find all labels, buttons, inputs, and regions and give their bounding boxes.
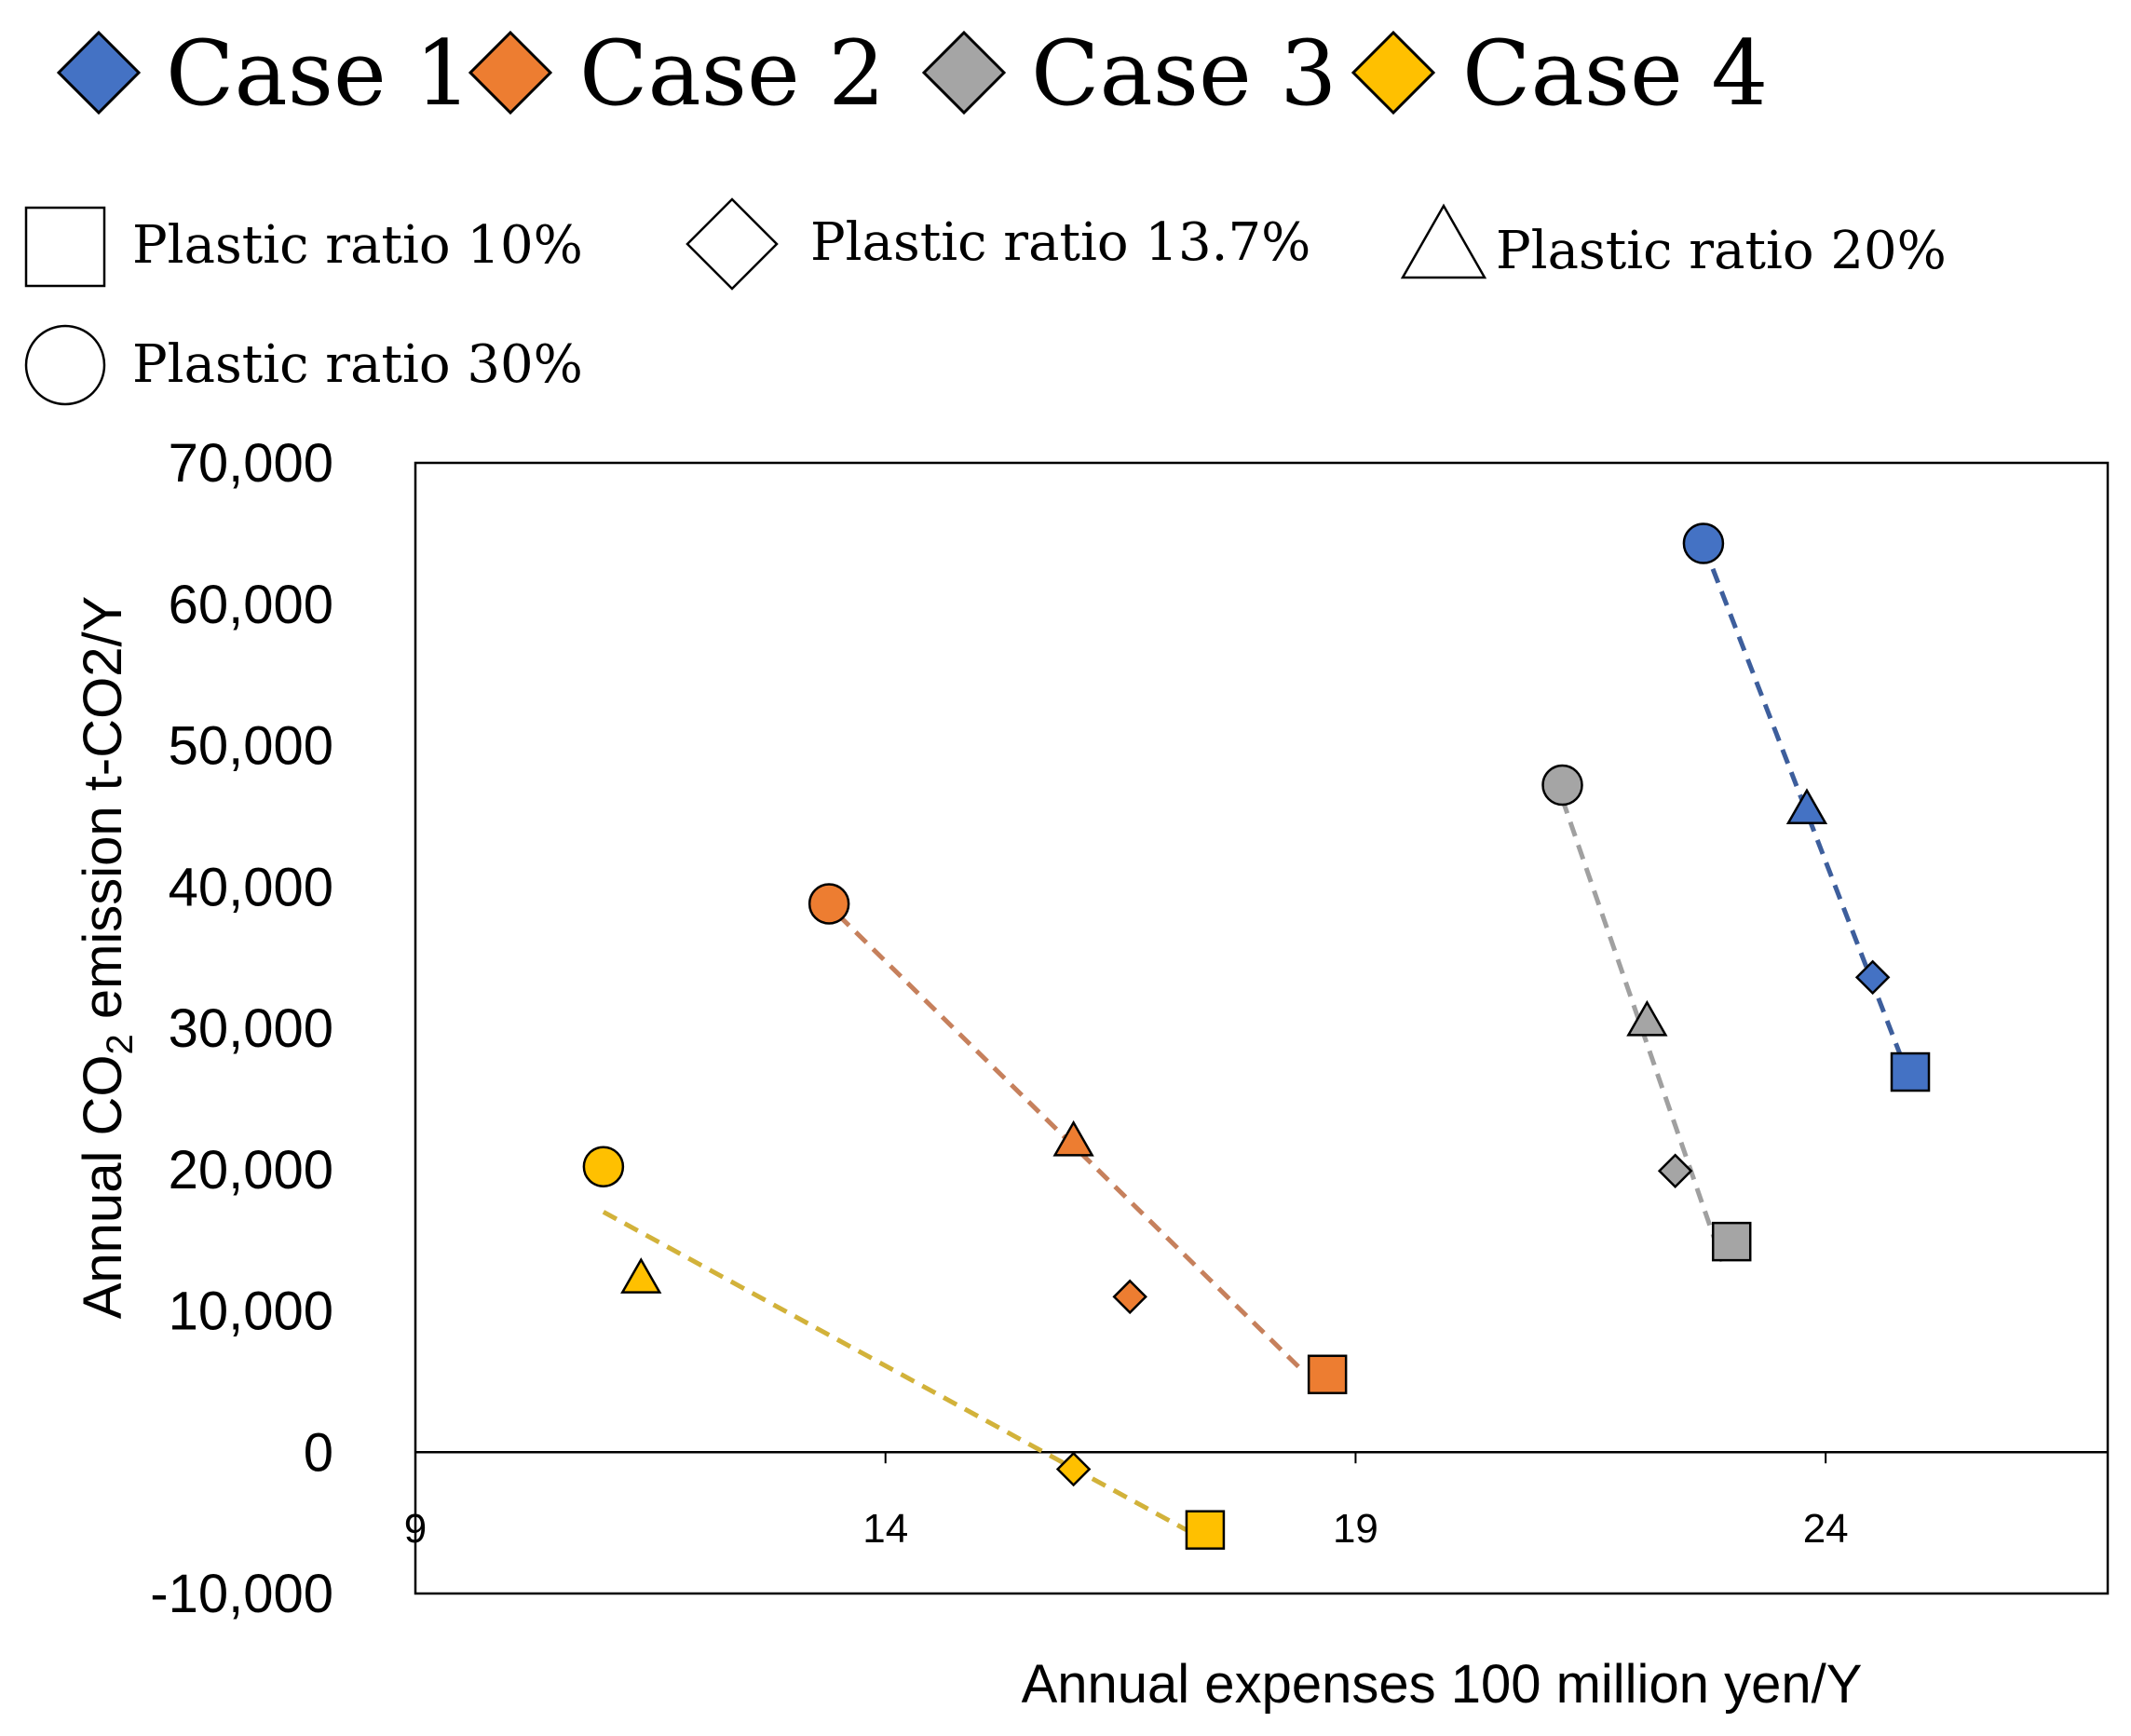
marker-case-1-square [1890,1051,1931,1092]
legend-ratio-marker [24,206,106,288]
legend-ratio-label: Plastic ratio 30% [132,334,583,395]
marker-case-3-diamond [1657,1153,1693,1189]
marker-case-3-square [1711,1221,1752,1262]
x-tick-label: 9 [404,1506,427,1552]
marker-case-4-diamond [1055,1451,1092,1487]
marker-case-2-circle [808,883,850,925]
y-tick-label: 30,000 [169,998,333,1059]
marker-case-1-triangle [1785,788,1828,825]
y-tick-label: -10,000 [150,1564,333,1624]
x-tick-label: 19 [1333,1506,1378,1552]
y-tick-label: 60,000 [169,575,333,635]
legend-ratio-marker [685,197,779,291]
y-axis-ticks: 70,000 60,000 50,000 40,000 30,000 20,000 10,0… [150,433,333,1624]
marker-case-2-triangle [1052,1119,1094,1157]
legend-ratio-label: Plastic ratio 10% [132,215,583,276]
legend-ratio-label: Plastic ratio 20% [1496,221,1947,281]
y-axis-title: Annual CO2 emission t-CO2/Y [73,596,141,1320]
x-axis-title: Annual expenses 100 million yen/Y [1022,1654,1863,1715]
plot-area [414,461,2110,1595]
legend-case-label: Case 1 [166,21,471,126]
legend-ratio-label: Plastic ratio 13.7% [810,212,1310,273]
y-tick-label: 50,000 [169,716,333,777]
y-axis-title-prefix: Annual CO [73,1055,133,1320]
legend-case-marker [1351,30,1436,115]
marker-case-4-circle [582,1146,625,1187]
marker-case-4-triangle [620,1257,662,1294]
y-axis-title-suffix: emission t-CO2/Y [73,596,133,1035]
legend-cases: Case 1 Case 2 Case 3 Case 4 [56,21,1768,126]
marker-case-1-circle [1682,522,1725,564]
marker-case-2-diamond [1112,1279,1147,1315]
legend-case-marker [56,30,142,115]
legend-case-marker [468,30,553,115]
marker-case-3-circle [1541,764,1583,807]
marker-case-2-square [1307,1354,1348,1395]
x-tick-label: 14 [862,1506,908,1552]
trendline-case-1 [1710,567,1904,1058]
x-tick-label: 24 [1803,1506,1849,1552]
trendline-case-4 [602,1210,1188,1532]
marker-case-4-square [1185,1510,1226,1550]
y-axis-title-subscript: 2 [100,1034,141,1054]
y-tick-label: 40,000 [169,857,333,917]
legend-case-label: Case 2 [579,21,885,126]
legend-case-label: Case 3 [1031,21,1337,126]
y-tick-label: 0 [304,1422,333,1483]
legend-ratio-marker [24,324,106,406]
x-axis-ticks: 9 14 19 24 [404,1452,1849,1552]
y-tick-label: 10,000 [169,1282,333,1342]
y-tick-label: 20,000 [169,1140,333,1200]
legend-case-marker [921,30,1007,115]
marker-case-1-diamond [1854,959,1891,996]
legend-case-label: Case 4 [1462,21,1768,126]
marker-case-3-triangle [1626,999,1668,1037]
y-tick-label: 70,000 [169,433,333,494]
legend-ratios: Plastic ratio 10% Plastic ratio 13.7% Plas… [24,197,1947,406]
legend-ratio-marker [1400,203,1487,279]
data-markers [582,522,1931,1550]
